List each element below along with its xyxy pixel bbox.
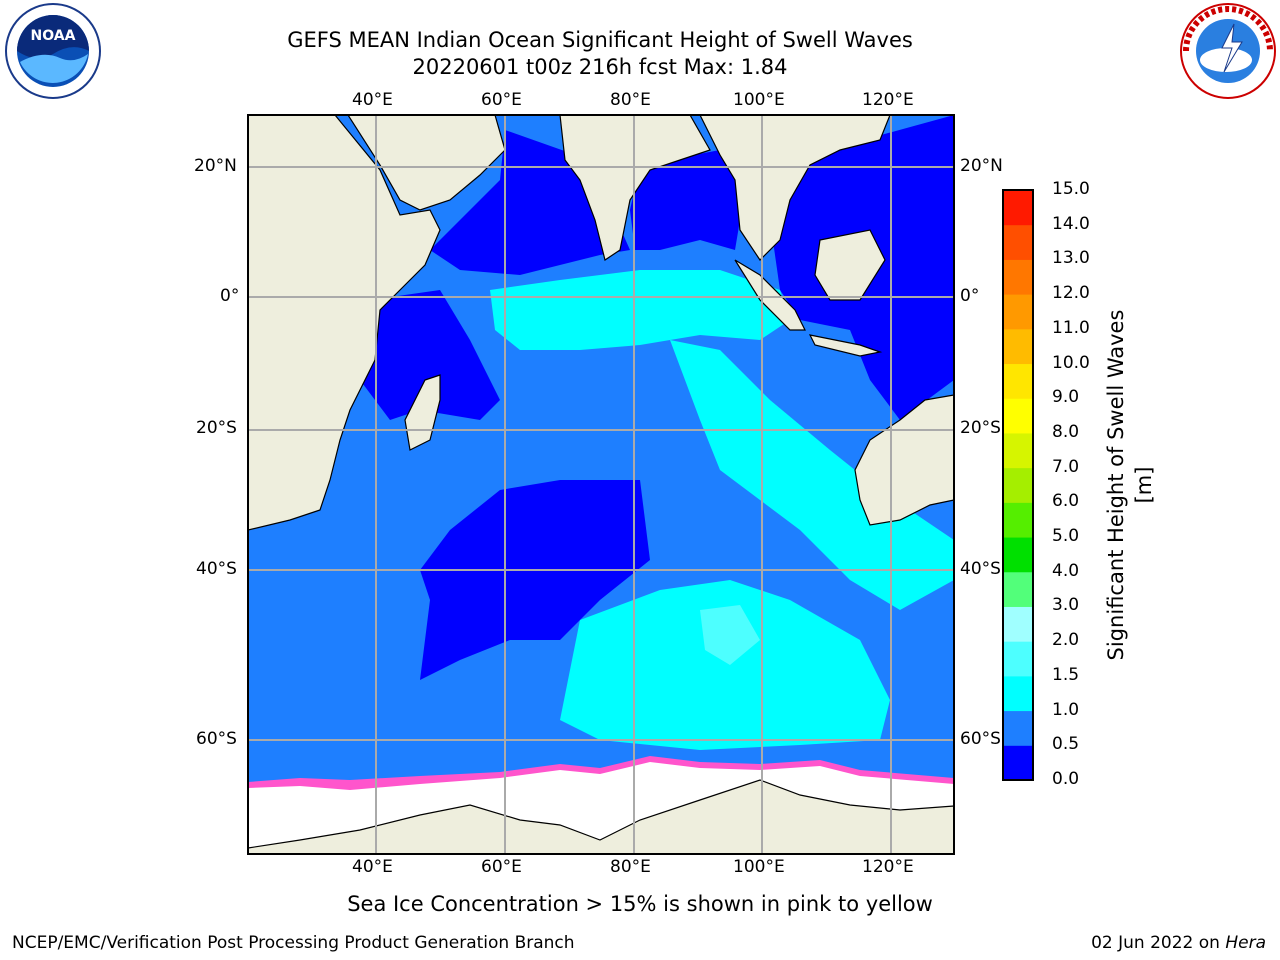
colorbar-swatch [1003,398,1033,434]
lon-tick-bottom: 100°E [733,857,785,877]
colorbar-swatch [1003,745,1033,781]
colorbar-tick-label: 6.0 [1052,491,1080,512]
colorbar-swatch [1003,641,1033,677]
colorbar-tick-label: 4.0 [1052,560,1080,581]
lon-tick-bottom: 40°E [352,857,393,877]
colorbar-tick-label: 8.0 [1052,421,1080,442]
lat-tick-left: 40°S [196,559,237,579]
antarctica-land [248,779,954,854]
colorbar-tick-label: 1.5 [1052,664,1080,685]
svg-text:NOAA: NOAA [31,28,76,44]
colorbar-swatch [1003,328,1033,365]
colorbar-tick-label: 2.0 [1052,630,1080,651]
lat-tick-left: 20°S [196,418,237,438]
sumatra-land [734,259,806,331]
madagascar-land [404,374,441,451]
colorbar-title: Significant Height of Swell Waves [m] [1104,309,1156,661]
colorbar-tick-label: 14.0 [1052,213,1090,234]
africa-land [248,115,441,531]
colorbar-tick-label: 7.0 [1052,456,1080,477]
colorbar-swatch [1003,363,1033,399]
colorbar-swatch [1003,606,1033,642]
colorbar-swatch [1003,432,1033,469]
bay-of-bengal-low-swell [630,150,745,250]
lat-tick-left: 60°S [196,729,237,749]
colorbar-tick-label: 13.0 [1052,248,1090,269]
map-gridlines [248,115,954,854]
arabia-land [347,115,506,211]
colorbar-tick-label: 1.0 [1052,699,1080,720]
colorbar-swatch [1003,710,1033,746]
indochina-land [699,115,891,261]
lat-tick-right: 60°S [960,729,1001,749]
australia-land [854,394,954,526]
noaa-logo: NOAA [5,3,101,99]
lon-tick-top: 120°E [862,90,914,110]
borneo-land [814,229,886,301]
south-indian-high-swell [560,580,890,750]
lat-tick-right: 40°S [960,559,1001,579]
colorbar-tick-label: 0.5 [1052,734,1080,755]
national-weather-service-logo [1180,3,1276,99]
colorbar-tick-label: 11.0 [1052,317,1090,338]
producer-credit: NCEP/EMC/Verification Post Processing Pr… [12,933,575,953]
southern-ocean-low-swell [420,480,650,680]
colorbar-tick-label: 10.0 [1052,352,1090,373]
colorbar-swatch [1003,502,1033,538]
lon-tick-top: 100°E [733,90,785,110]
colorbar-tick-label: 5.0 [1052,526,1080,547]
map-frame [247,114,955,855]
sea-ice-caption: Sea Ice Concentration > 15% is shown in … [347,892,933,916]
colorbar-swatch [1003,675,1033,712]
colorbar [1002,189,1034,781]
lat-tick-right: 20°S [960,418,1001,438]
colorbar-swatch [1003,467,1033,503]
machine-name: Hera [1225,933,1266,953]
colorbar-swatch [1003,224,1033,260]
lat-tick-left: 20°N [194,156,237,176]
equatorial-high-swell [490,270,790,350]
lon-tick-bottom: 120°E [862,857,914,877]
lat-tick-right: 20°N [960,156,1003,176]
lon-tick-top: 40°E [352,90,393,110]
colorbar-swatch [1003,537,1033,573]
generation-date: 02 Jun 2022 on Hera [1091,933,1266,953]
colorbar-tick-label: 0.0 [1052,769,1080,789]
colorbar-tick-label: 3.0 [1052,595,1080,616]
map-title: GEFS MEAN Indian Ocean Significant Heigh… [287,28,913,52]
colorbar-swatch [1003,294,1033,330]
colorbar-tick-label: 15.0 [1052,179,1090,199]
colorbar-swatch [1003,571,1033,607]
lat-tick-left: 0° [220,286,240,306]
lon-tick-bottom: 80°E [610,857,651,877]
colorbar-tick-label: 12.0 [1052,283,1090,304]
lon-tick-top: 60°E [481,90,522,110]
java-land [808,334,883,357]
colorbar-tick-label: 9.0 [1052,387,1080,408]
map-subtitle: 20220601 t00z 216h fcst Max: 1.84 [412,55,788,79]
lat-tick-right: 0° [960,286,980,306]
colorbar-swatch [1003,190,1033,226]
lon-tick-top: 80°E [610,90,651,110]
diagonal-high-swell [670,340,954,610]
generation-date-text: 02 Jun 2022 on [1091,933,1220,953]
lon-tick-bottom: 60°E [481,857,522,877]
south-indian-higher-swell [700,605,760,665]
colorbar-frame [1002,189,1034,781]
colorbar-swatch [1003,259,1033,295]
mozambique-low-swell [360,290,500,420]
